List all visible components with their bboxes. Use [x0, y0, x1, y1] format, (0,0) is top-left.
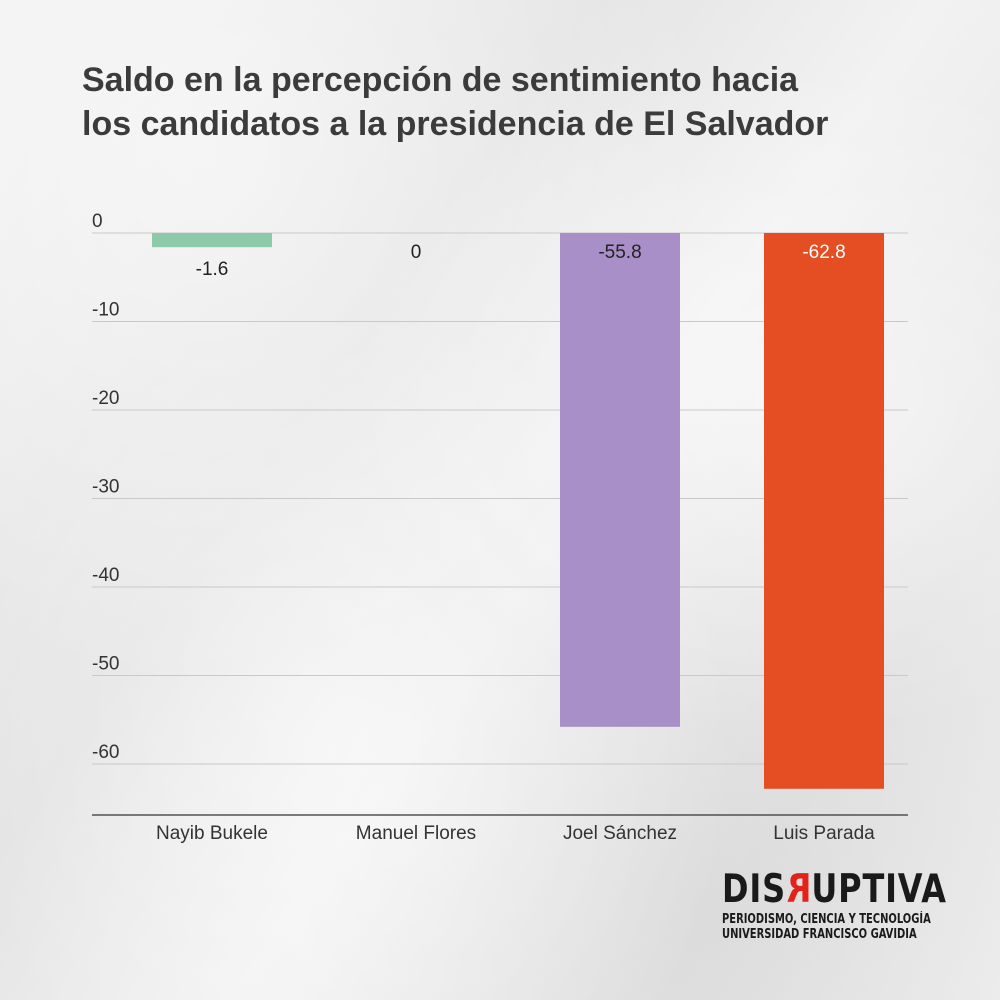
x-tick-label: Manuel Flores — [356, 823, 476, 844]
value-label: -1.6 — [196, 259, 229, 280]
y-tick-label: -60 — [92, 742, 119, 763]
bars — [152, 233, 884, 789]
bar — [152, 233, 272, 248]
bar — [560, 233, 680, 727]
logo-wordmark: DISRUPTIVA — [722, 867, 947, 912]
x-tick-label: Luis Parada — [773, 823, 875, 844]
disruptiva-logo: DISRUPTIVA PERIODISMO, CIENCIA Y TECNOLO… — [722, 867, 947, 942]
chart-title-line-2: los candidatos a la presidencia de El Sa… — [82, 105, 829, 143]
chart-title-line-1: Saldo en la percepción de sentimiento ha… — [82, 61, 799, 99]
y-tick-label: -40 — [92, 565, 119, 586]
value-label: 0 — [411, 242, 422, 263]
y-tick-label: -20 — [92, 388, 119, 409]
value-labels: -1.6 0 -55.8 -62.8 — [196, 242, 846, 280]
y-tick-label: -50 — [92, 654, 119, 675]
x-tick-label: Joel Sánchez — [563, 823, 677, 844]
x-axis-labels: Nayib Bukele Manuel Flores Joel Sánchez Lui… — [156, 823, 875, 844]
value-label: -55.8 — [598, 242, 641, 263]
logo-accent-letter: R — [785, 867, 812, 912]
y-tick-label: 0 — [92, 211, 103, 232]
logo-tagline: PERIODISMO, CIENCIA Y TECNOLOGÍA — [722, 912, 931, 927]
x-tick-label: Nayib Bukele — [156, 823, 268, 844]
logo-university: UNIVERSIDAD FRANCISCO GAVIDIA — [722, 927, 917, 942]
value-label: -62.8 — [802, 242, 845, 263]
bar — [764, 233, 884, 789]
y-tick-label: -30 — [92, 477, 119, 498]
chart-title: Saldo en la percepción de sentimiento ha… — [82, 58, 962, 146]
y-tick-label: -10 — [92, 300, 119, 321]
y-axis-ticks: 0 -10 -20 -30 -40 -50 -60 — [92, 211, 119, 763]
